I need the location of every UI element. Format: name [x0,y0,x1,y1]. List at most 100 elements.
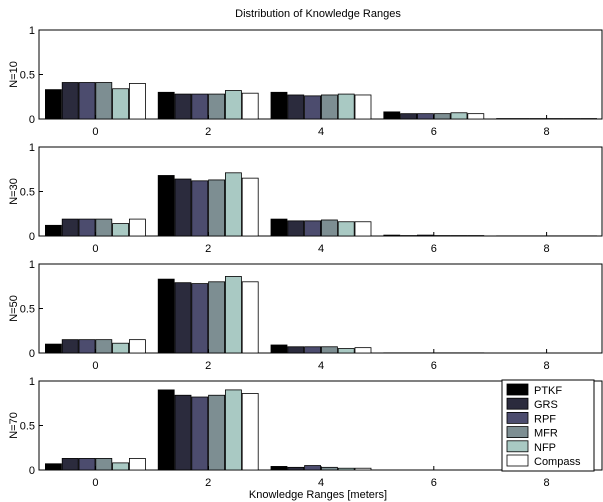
legend-label: MFR [534,428,558,440]
bar-nfp [224,90,242,120]
bar-mfr [208,93,226,120]
x-tick-label: 6 [431,126,437,138]
bar-ptkf [157,389,175,471]
axes-frame [38,263,603,354]
bar-rpf [304,220,322,237]
bar-nfp [112,223,129,237]
bar-compass [128,339,146,354]
y-axis-label: N=50 [8,295,20,322]
legend-swatch [506,440,529,453]
x-tick-label: 0 [92,477,98,489]
bar-ptkf [157,175,175,237]
bar-rpf [78,339,96,354]
legend-label: RPF [534,413,556,425]
legend-swatch [506,426,529,439]
bar-rpf [78,458,96,471]
bar-rpf [304,465,322,471]
chart-title: Distribution of Knowledge Ranges [235,8,401,20]
bar-ptkf [45,224,62,237]
bar-compass [467,113,485,120]
bar-grs [400,113,418,120]
x-tick-label: 4 [318,360,324,372]
x-tick-label: 6 [431,477,437,489]
x-tick-label: 6 [431,360,437,372]
bar-nfp [337,221,355,237]
legend-label: NFP [534,442,556,454]
bar-grs [287,466,305,471]
bar-ptkf [270,344,288,354]
bar-mfr [320,346,338,354]
legend-swatch [506,411,529,424]
bar-compass [354,221,372,237]
bar-nfp [450,112,468,120]
bar-compass [354,467,372,471]
y-tick-label: 1 [29,259,35,271]
bar-grs [61,339,79,354]
y-tick-label: 1 [29,25,35,37]
x-tick-label: 2 [205,243,211,255]
bar-mfr [95,339,113,354]
legend-label: Compass [534,456,581,468]
panel-1: 0 0.5 1 N=10 0 2 4 6 8 [8,25,603,138]
x-tick-label: 8 [544,477,550,489]
bar-grs [287,346,305,354]
x-tick-label: 8 [544,243,550,255]
x-tick-label: 4 [318,477,324,489]
y-axis-label: N=30 [8,178,20,205]
bar-mfr [320,94,338,120]
bar-rpf [416,113,434,120]
y-tick-label: 0.5 [20,70,35,82]
y-tick-label: 0 [29,465,35,477]
bar-rpf [416,234,434,237]
bar-rpf [191,283,209,354]
bar-nfp [224,276,242,354]
legend-swatch [506,454,529,467]
bar-rpf [304,95,322,120]
bar-ptkf [383,111,401,120]
x-tick-label: 0 [92,126,98,138]
x-tick-label: 8 [544,360,550,372]
x-tick-label: 8 [544,126,550,138]
bar-mfr [95,218,113,237]
y-axis-label: N=70 [8,412,20,439]
legend: PTKF GRS RPF MFR NFP Compass [501,379,595,472]
bar-grs [174,178,192,237]
bar-nfp [224,389,242,471]
bar-nfp [112,88,129,120]
y-tick-label: 1 [29,142,35,154]
bar-ptkf [270,218,288,237]
y-tick-label: 1 [29,376,35,388]
bar-compass [241,92,259,120]
bar-rpf [78,218,96,237]
bar-grs [287,94,305,120]
y-tick-label: 0.5 [20,304,35,316]
bar-grs [61,82,79,120]
bar-grs [174,93,192,120]
bar-grs [61,458,79,471]
bar-ptkf [383,234,401,237]
x-tick-label: 2 [205,477,211,489]
x-tick-label: 2 [205,126,211,138]
bar-ptkf [45,463,62,471]
bar-nfp [337,93,355,120]
bar-compass [354,347,372,354]
bar-ptkf [157,278,175,354]
bar-nfp [112,342,129,354]
x-axis-label: Knowledge Ranges [meters] [249,489,387,501]
bar-mfr [95,458,113,471]
bar-ptkf [157,91,175,120]
y-tick-label: 0.5 [20,421,35,433]
bar-rpf [191,396,209,471]
y-axis-label: N=10 [8,61,20,88]
y-tick-label: 0.5 [20,187,35,199]
legend-swatch [506,383,529,396]
panel-4: 0 0.5 1 N=70 0 2 4 6 8 [8,376,603,489]
bar-rpf [78,82,96,120]
y-tick-label: 0 [29,231,35,243]
bar-compass [241,393,259,471]
bar-nfp [337,467,355,471]
legend-label: PTKF [534,385,562,397]
x-tick-label: 4 [318,126,324,138]
bar-mfr [320,219,338,237]
bar-ptkf [45,89,62,120]
